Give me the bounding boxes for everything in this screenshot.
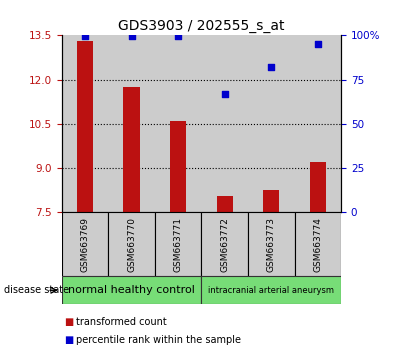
Bar <box>263 190 279 212</box>
Bar <box>295 35 341 212</box>
Text: disease state: disease state <box>4 285 69 295</box>
Text: GSM663774: GSM663774 <box>313 217 322 272</box>
Bar <box>217 196 233 212</box>
Text: intracranial arterial aneurysm: intracranial arterial aneurysm <box>208 286 334 295</box>
Bar <box>123 87 140 212</box>
Bar <box>248 212 295 276</box>
Text: percentile rank within the sample: percentile rank within the sample <box>76 335 241 345</box>
Point <box>175 33 181 39</box>
Point <box>268 64 275 70</box>
Bar <box>108 35 155 212</box>
Bar <box>62 35 108 212</box>
Bar <box>155 35 201 212</box>
Bar <box>62 276 201 304</box>
Bar <box>62 212 108 276</box>
Bar <box>108 212 155 276</box>
Bar <box>170 121 186 212</box>
Point <box>314 41 321 47</box>
Text: ■: ■ <box>64 335 73 345</box>
Title: GDS3903 / 202555_s_at: GDS3903 / 202555_s_at <box>118 19 285 33</box>
Text: ■: ■ <box>64 317 73 327</box>
Bar <box>77 41 93 212</box>
Bar <box>248 35 295 212</box>
Text: GSM663770: GSM663770 <box>127 217 136 272</box>
Text: GSM663773: GSM663773 <box>267 217 276 272</box>
Point <box>222 91 228 97</box>
Text: GSM663772: GSM663772 <box>220 217 229 272</box>
Text: transformed count: transformed count <box>76 317 167 327</box>
Bar <box>201 212 248 276</box>
Bar <box>309 162 326 212</box>
Point <box>82 33 88 39</box>
Text: GSM663769: GSM663769 <box>81 217 90 272</box>
Text: GSM663771: GSM663771 <box>173 217 182 272</box>
Point <box>128 33 135 39</box>
Bar <box>155 212 201 276</box>
Text: normal healthy control: normal healthy control <box>68 285 195 295</box>
Bar <box>295 212 341 276</box>
Bar <box>201 35 248 212</box>
Bar <box>201 276 341 304</box>
